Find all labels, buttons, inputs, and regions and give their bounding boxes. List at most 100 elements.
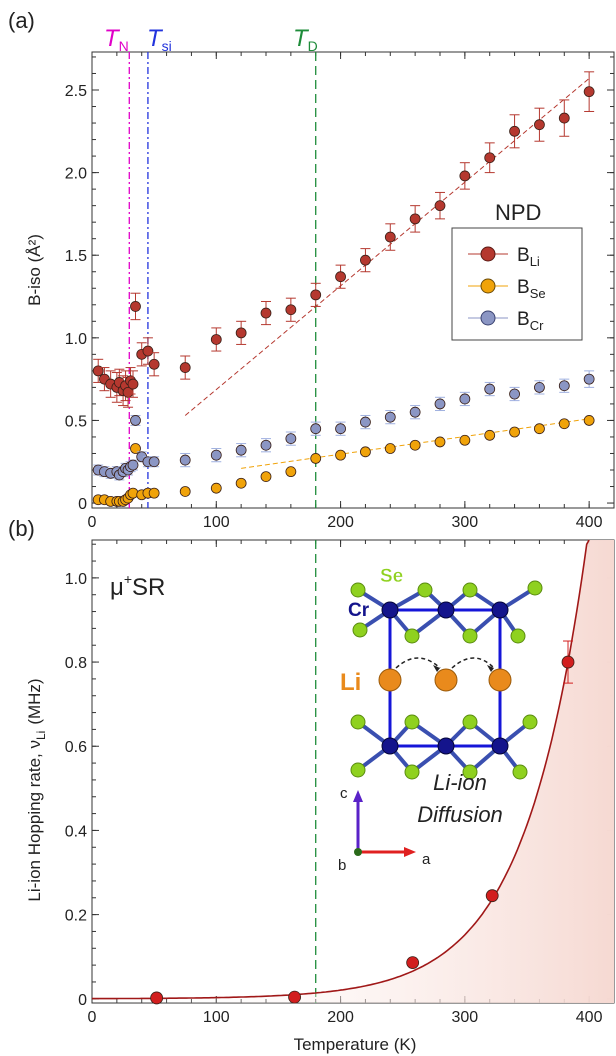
- tsi-label-sub: si: [162, 38, 172, 54]
- point-B_Cr: [235, 444, 247, 456]
- y-tick-label: 2.0: [65, 166, 87, 183]
- point-B_Se: [235, 477, 247, 489]
- panel-label-a: (a): [8, 8, 35, 33]
- inset-caption-line1: Li-ion: [433, 770, 487, 795]
- crystal-axes: c a b: [338, 785, 431, 874]
- point-B_Cr: [484, 383, 496, 395]
- legend-label-cr-sub: Cr: [530, 318, 544, 333]
- x-tick-label: 400: [576, 514, 603, 531]
- plot-area-b: 0 100 200 300 400 0 0.2 0.4 0.6 0.8 1.0: [65, 539, 615, 1026]
- td-label-main: T: [293, 25, 310, 52]
- point-B_Cr: [409, 406, 421, 418]
- y-tick-label: 0.6: [65, 739, 87, 756]
- tn-label-main: T: [104, 25, 121, 52]
- legend: NPD BLi BSe BCr: [451, 200, 583, 341]
- point-B_Li: [384, 231, 396, 243]
- legend-label-se: BSe: [517, 277, 546, 301]
- point-nu_Li: [561, 655, 575, 669]
- tsi-label: Tsi: [147, 25, 172, 54]
- point-B_Li: [434, 200, 446, 212]
- point-B_Se: [434, 436, 446, 448]
- point-nu_Li: [150, 991, 164, 1005]
- point-B_Li: [210, 334, 222, 345]
- y-tick-label: 1.5: [65, 248, 87, 265]
- atom-label-se: Se: [380, 566, 403, 587]
- x-tick-label: 300: [452, 514, 479, 531]
- tn-label: TN: [104, 25, 129, 54]
- legend-label-li: BLi: [517, 245, 540, 269]
- point-B_Se: [210, 482, 222, 494]
- fit-curve: [92, 539, 590, 1000]
- axis-label-b: b: [338, 857, 346, 874]
- point-B_Cr: [459, 393, 471, 405]
- y-axis-label-b-sub: Li: [34, 731, 48, 740]
- plot-frame: [91, 51, 615, 509]
- technique-sup: +: [124, 571, 132, 587]
- point-B_Se: [260, 471, 272, 483]
- point-nu_Li: [288, 990, 301, 1004]
- point-B_Se: [148, 487, 160, 499]
- atom-label-cr: Cr: [348, 600, 370, 621]
- point-B_Li: [235, 327, 247, 339]
- point-B_Se: [127, 487, 139, 499]
- y-tick-label: 1.0: [65, 571, 87, 588]
- point-B_Cr: [534, 381, 545, 393]
- technique-label: μ+SR: [110, 571, 165, 601]
- point-B_Se: [459, 434, 471, 446]
- point-B_Se: [409, 439, 421, 451]
- point-B_Li: [142, 345, 154, 357]
- point-B_Li: [310, 289, 322, 301]
- point-B_Cr: [130, 415, 141, 426]
- y-axis-label-a: B-iso (Å²): [25, 234, 44, 306]
- legend-label-cr: BCr: [517, 309, 544, 333]
- point-B_Li: [335, 271, 346, 283]
- y-tick-label: 0.2: [65, 908, 87, 925]
- legend-marker-cr: [480, 310, 496, 326]
- y-tick-label: 0: [78, 496, 87, 513]
- tsi-label-main: T: [147, 25, 164, 52]
- point-B_Li: [148, 358, 160, 370]
- technique-rest: SR: [132, 574, 165, 601]
- point-B_Cr: [210, 449, 222, 461]
- tn-label-sub: N: [119, 38, 129, 54]
- fit-shade: [92, 540, 614, 1003]
- x-tick-label: 300: [452, 1009, 479, 1026]
- y-axis-label-b: Li-ion Hopping rate, νLi (MHz): [25, 678, 48, 901]
- legend-label-cr-main: B: [517, 309, 530, 330]
- point-nu_Li: [485, 889, 499, 903]
- td-label-sub: D: [308, 38, 318, 54]
- legend-marker-li: [480, 246, 496, 262]
- point-B_Cr: [558, 380, 570, 392]
- legend-marker-se: [480, 278, 496, 294]
- point-B_Se: [285, 466, 297, 478]
- y-axis-label-b-unit: (MHz): [25, 678, 44, 724]
- point-B_Li: [484, 152, 496, 164]
- point-B_Cr: [583, 373, 595, 385]
- y-tick-label: 0.8: [65, 655, 87, 672]
- point-B_Li: [583, 86, 595, 98]
- x-tick-label: 100: [203, 1009, 230, 1026]
- crystal-structure-inset: Se Cr Li: [340, 566, 543, 780]
- point-B_Cr: [384, 411, 396, 423]
- point-B_Se: [484, 429, 496, 441]
- point-B_Cr: [310, 423, 322, 435]
- axis-label-c: c: [340, 785, 348, 802]
- point-B_Se: [179, 486, 191, 497]
- point-B_Li: [509, 125, 520, 137]
- point-B_Cr: [335, 423, 346, 435]
- point-B_Li: [285, 304, 297, 316]
- y-tick-label: 0.5: [65, 413, 87, 430]
- point-B_Cr: [285, 433, 297, 445]
- point-B_Se: [310, 453, 322, 464]
- axis-label-a: a: [422, 851, 431, 868]
- point-B_Li: [534, 119, 545, 131]
- x-tick-label: 400: [576, 1009, 603, 1026]
- legend-box: [451, 227, 583, 341]
- point-B_Cr: [509, 388, 520, 400]
- x-axis-label-b: Temperature (K): [294, 1035, 417, 1054]
- point-B_Li: [360, 254, 371, 266]
- point-B_Li: [179, 362, 191, 373]
- x-tick-label: 0: [88, 1009, 97, 1026]
- y-tick-label: 2.5: [65, 83, 87, 100]
